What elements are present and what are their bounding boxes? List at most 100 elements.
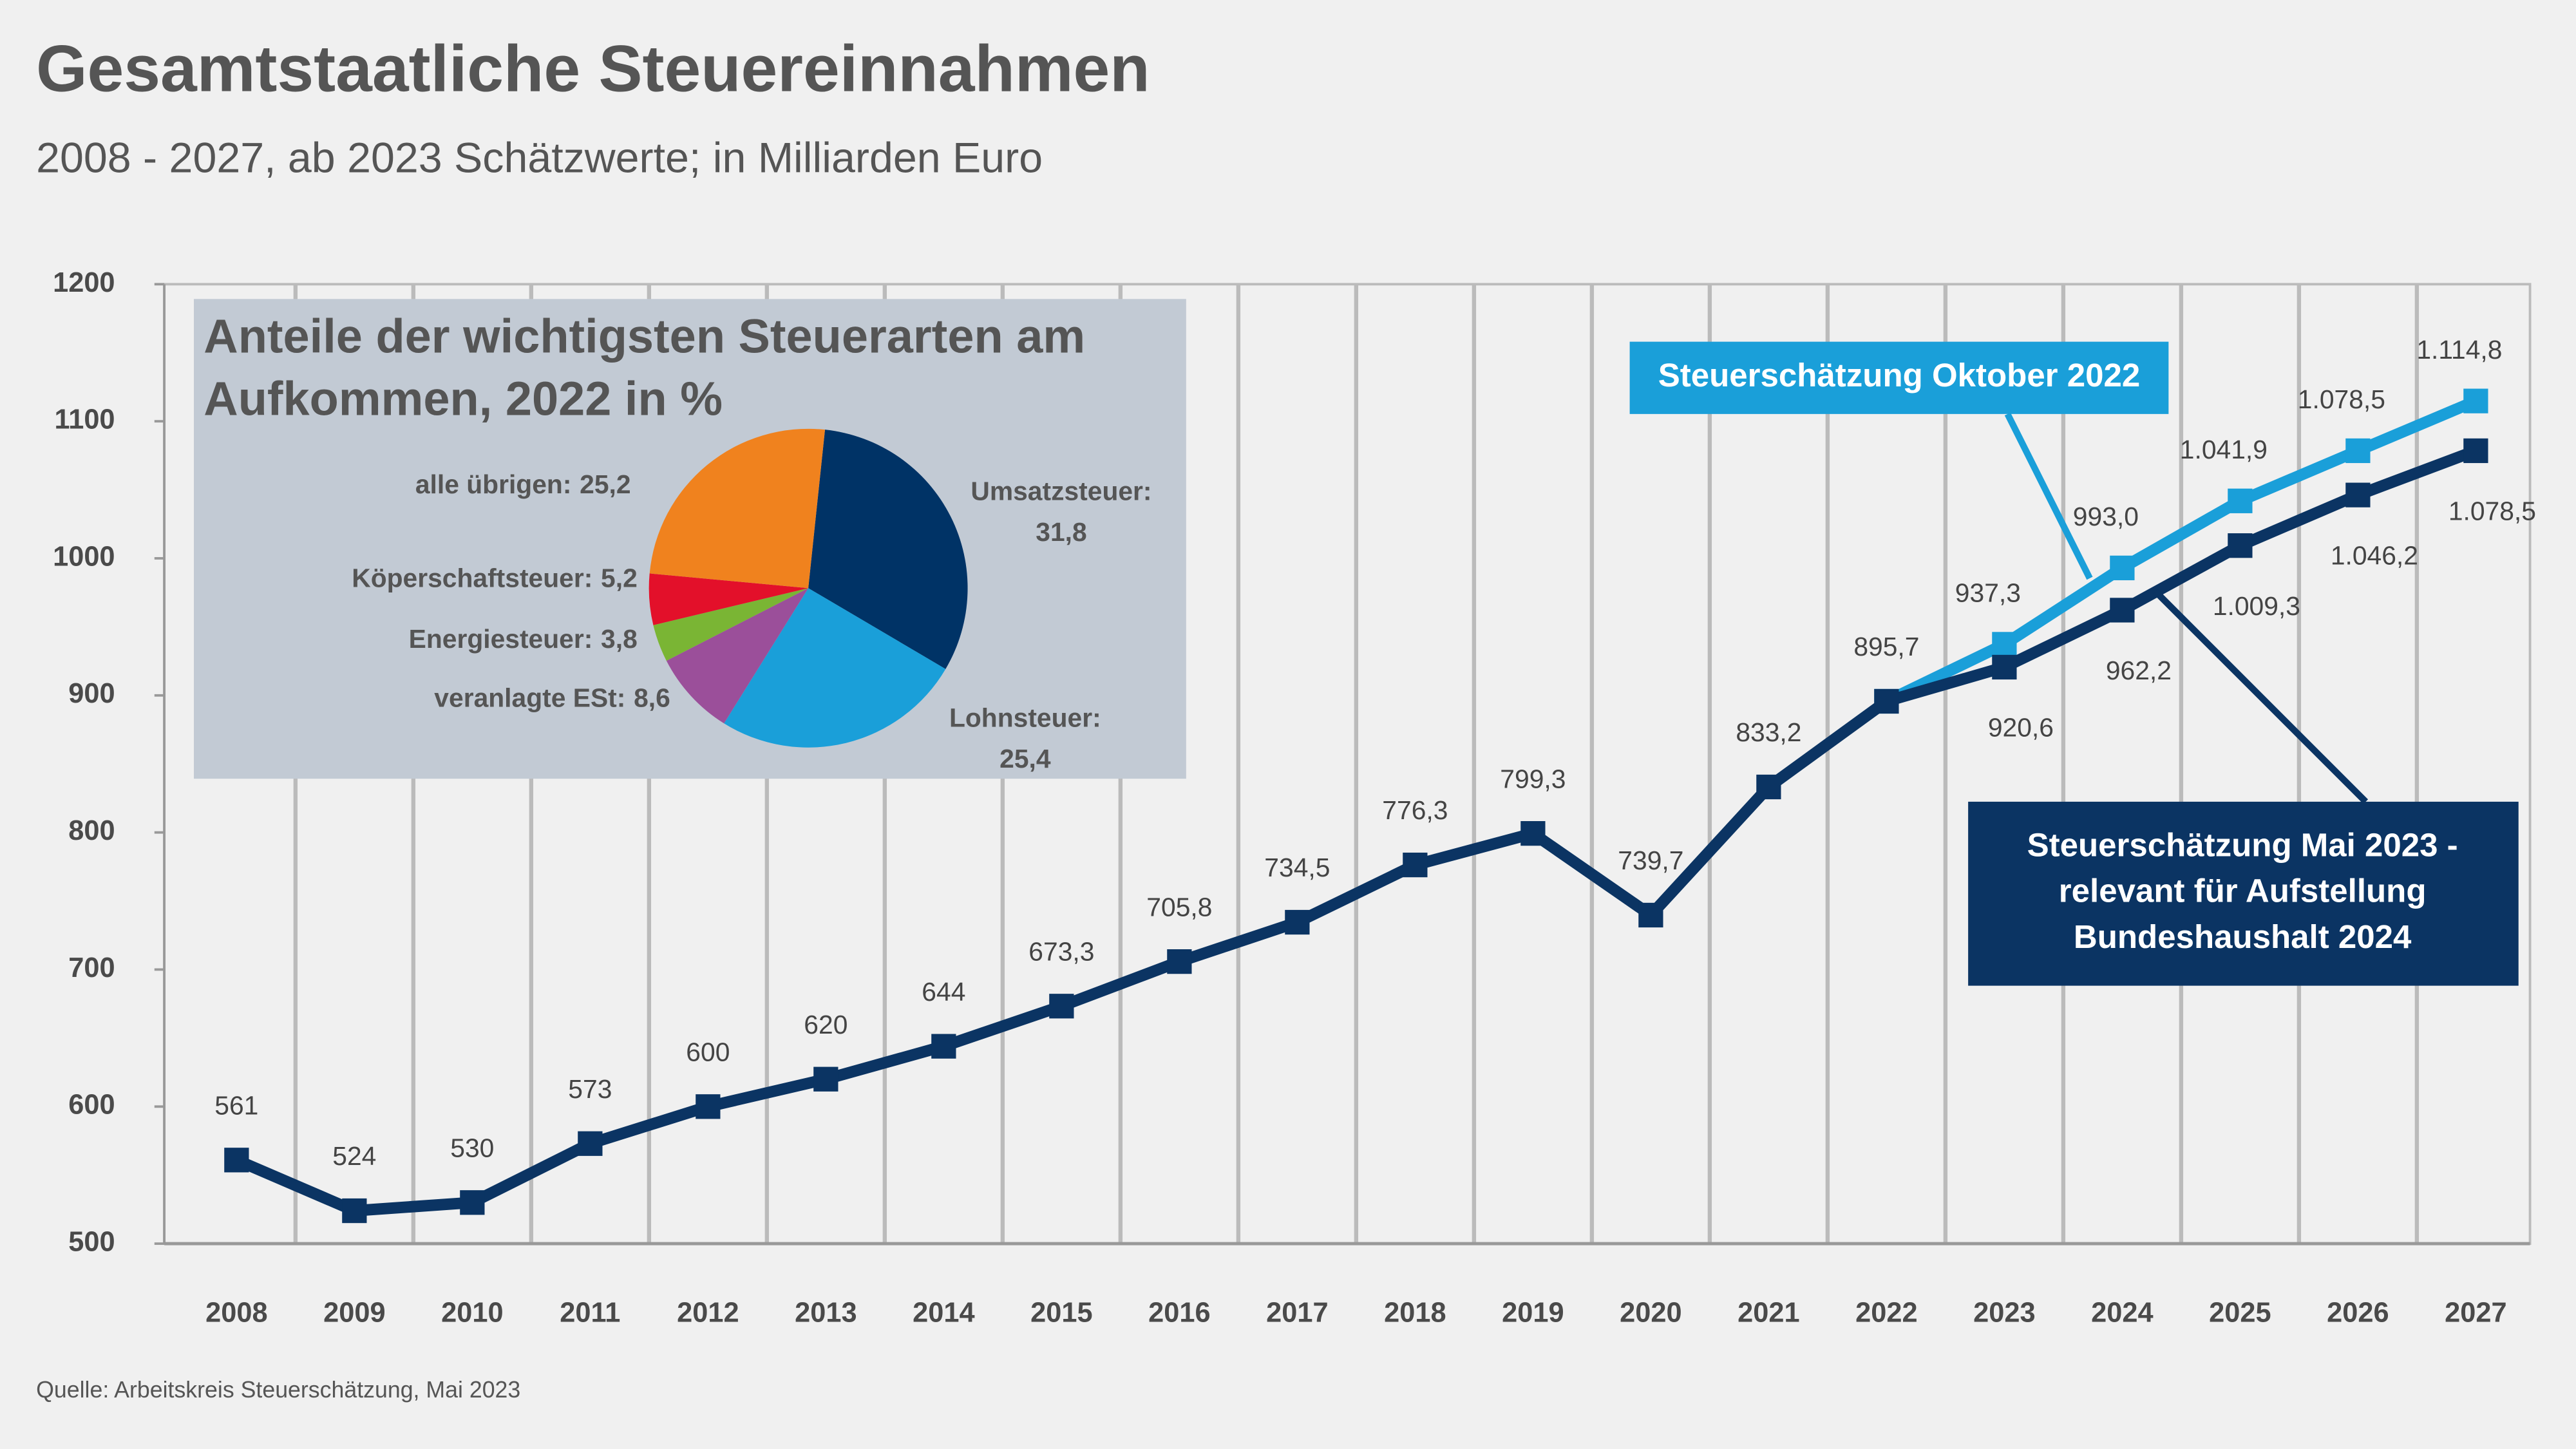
- marker: [1638, 902, 1663, 928]
- legend-label: Steuerschätzung Mai 2023 -relevant für A…: [2027, 827, 2458, 956]
- marker: [1874, 688, 1899, 714]
- value-label: 573: [568, 1074, 612, 1104]
- pie-category: Lohnsteuer:: [949, 703, 1101, 732]
- legend-box: [1968, 801, 2519, 986]
- marker: [2110, 555, 2135, 581]
- pie-label: Köperschaftsteuer: 5,2: [352, 563, 638, 592]
- value-label: 937,3: [1955, 578, 2021, 608]
- value-label: 799,3: [1500, 764, 1566, 793]
- value-label: 530: [450, 1133, 494, 1162]
- pie-value: 8,6: [634, 683, 670, 713]
- pie-value: 25,4: [999, 744, 1051, 773]
- y-tick-label: 900: [68, 678, 115, 709]
- pie-slice: [724, 588, 946, 748]
- value-label: 776,3: [1382, 795, 1448, 825]
- legend-label: Steuerschätzung Oktober 2022: [1658, 357, 2140, 393]
- marker: [1756, 774, 1781, 800]
- marker: [2463, 388, 2488, 413]
- value-label: 1.114,8: [2416, 335, 2502, 365]
- value-label: 895,7: [1853, 632, 1919, 661]
- marker: [696, 1094, 721, 1119]
- x-tick-label: 2008: [205, 1297, 267, 1328]
- x-tick-label: 2010: [441, 1297, 503, 1328]
- value-label: 1.046,2: [2331, 540, 2418, 570]
- x-tick-label: 2023: [1973, 1297, 2035, 1328]
- pie-value: 5,2: [601, 563, 638, 592]
- x-tick-label: 2022: [1855, 1297, 1917, 1328]
- value-label: 561: [214, 1090, 258, 1120]
- pie-slice: [653, 588, 809, 661]
- y-tick-label: 800: [68, 815, 115, 846]
- marker: [1520, 820, 1546, 846]
- pie-value: 31,8: [1036, 517, 1086, 547]
- marker: [224, 1148, 249, 1173]
- x-tick-label: 2024: [2091, 1297, 2153, 1328]
- y-tick-label: 500: [68, 1227, 115, 1258]
- marker: [1992, 632, 2017, 657]
- marker: [1167, 949, 1192, 974]
- x-tick-label: 2014: [913, 1297, 974, 1328]
- value-label: 833,2: [1736, 717, 1801, 747]
- value-label: 962,2: [2106, 656, 2172, 685]
- marker: [2228, 488, 2253, 513]
- series-line: [1884, 395, 2478, 706]
- x-tick-label: 2017: [1266, 1297, 1328, 1328]
- title: Gesamtstaatliche Steuereinnahmen: [36, 32, 1150, 106]
- x-tick-label: 2027: [2445, 1297, 2506, 1328]
- marker: [2345, 438, 2371, 464]
- marker: [578, 1131, 603, 1156]
- value-label: 993,0: [2073, 502, 2139, 531]
- source: Quelle: Arbeitskreis Steuerschätzung, Ma…: [36, 1377, 520, 1403]
- x-tick-label: 2012: [677, 1297, 739, 1328]
- x-tick-label: 2015: [1030, 1297, 1092, 1328]
- marker: [931, 1034, 956, 1059]
- pie-value: 3,8: [601, 624, 638, 654]
- y-tick-label: 1000: [53, 541, 115, 572]
- x-tick-label: 2026: [2327, 1297, 2389, 1328]
- pie-label: alle übrigen: 25,2: [415, 469, 631, 499]
- value-label: 705,8: [1146, 892, 1212, 922]
- value-label: 1.078,5: [2298, 384, 2385, 414]
- value-label: 1.009,3: [2213, 591, 2300, 621]
- x-tick-label: 2013: [795, 1297, 857, 1328]
- pie-category: Energiesteuer:: [409, 624, 593, 654]
- marker: [460, 1190, 485, 1215]
- pie-label: veranlagte ESt: 8,6: [434, 683, 670, 713]
- pie-category: Umsatzsteuer:: [971, 476, 1151, 506]
- y-tick-label: 600: [68, 1090, 115, 1121]
- marker: [2228, 533, 2253, 558]
- value-label: 1.041,9: [2180, 435, 2268, 464]
- x-tick-label: 2011: [560, 1297, 620, 1328]
- x-tick-label: 2009: [323, 1297, 385, 1328]
- x-tick-label: 2021: [1738, 1297, 1799, 1328]
- value-label: 734,5: [1264, 853, 1330, 882]
- pie-category: Köperschaftsteuer:: [352, 563, 592, 592]
- callout-leader: [2004, 412, 2093, 580]
- marker: [2345, 482, 2371, 507]
- series-line: [234, 445, 2478, 1217]
- value-label: 524: [332, 1141, 376, 1171]
- pie-value: 25,2: [580, 469, 630, 499]
- marker: [1992, 654, 2017, 680]
- pie-category: veranlagte ESt:: [434, 683, 625, 713]
- subtitle: 2008 - 2027, ab 2023 Schätzwerte; in Mil…: [36, 135, 1043, 182]
- pie-category: alle übrigen:: [415, 469, 572, 499]
- value-label: 620: [804, 1010, 848, 1039]
- pie-title: Anteile der wichtigsten Steuerarten am: [204, 310, 1085, 363]
- marker: [1049, 994, 1074, 1019]
- pie-slice: [649, 428, 826, 589]
- value-label: 644: [922, 977, 965, 1007]
- legend-box: [1629, 341, 2169, 414]
- pie-slice: [808, 430, 968, 669]
- marker: [1403, 852, 1428, 878]
- x-tick-label: 2016: [1148, 1297, 1210, 1328]
- marker: [2110, 598, 2135, 623]
- x-tick-label: 2018: [1384, 1297, 1446, 1328]
- y-tick-label: 1100: [54, 404, 115, 435]
- value-label: 673,3: [1028, 936, 1094, 966]
- pie-label: Lohnsteuer: 25,4: [949, 703, 1101, 773]
- marker: [2463, 438, 2488, 464]
- marker: [1285, 909, 1310, 935]
- marker: [342, 1198, 367, 1224]
